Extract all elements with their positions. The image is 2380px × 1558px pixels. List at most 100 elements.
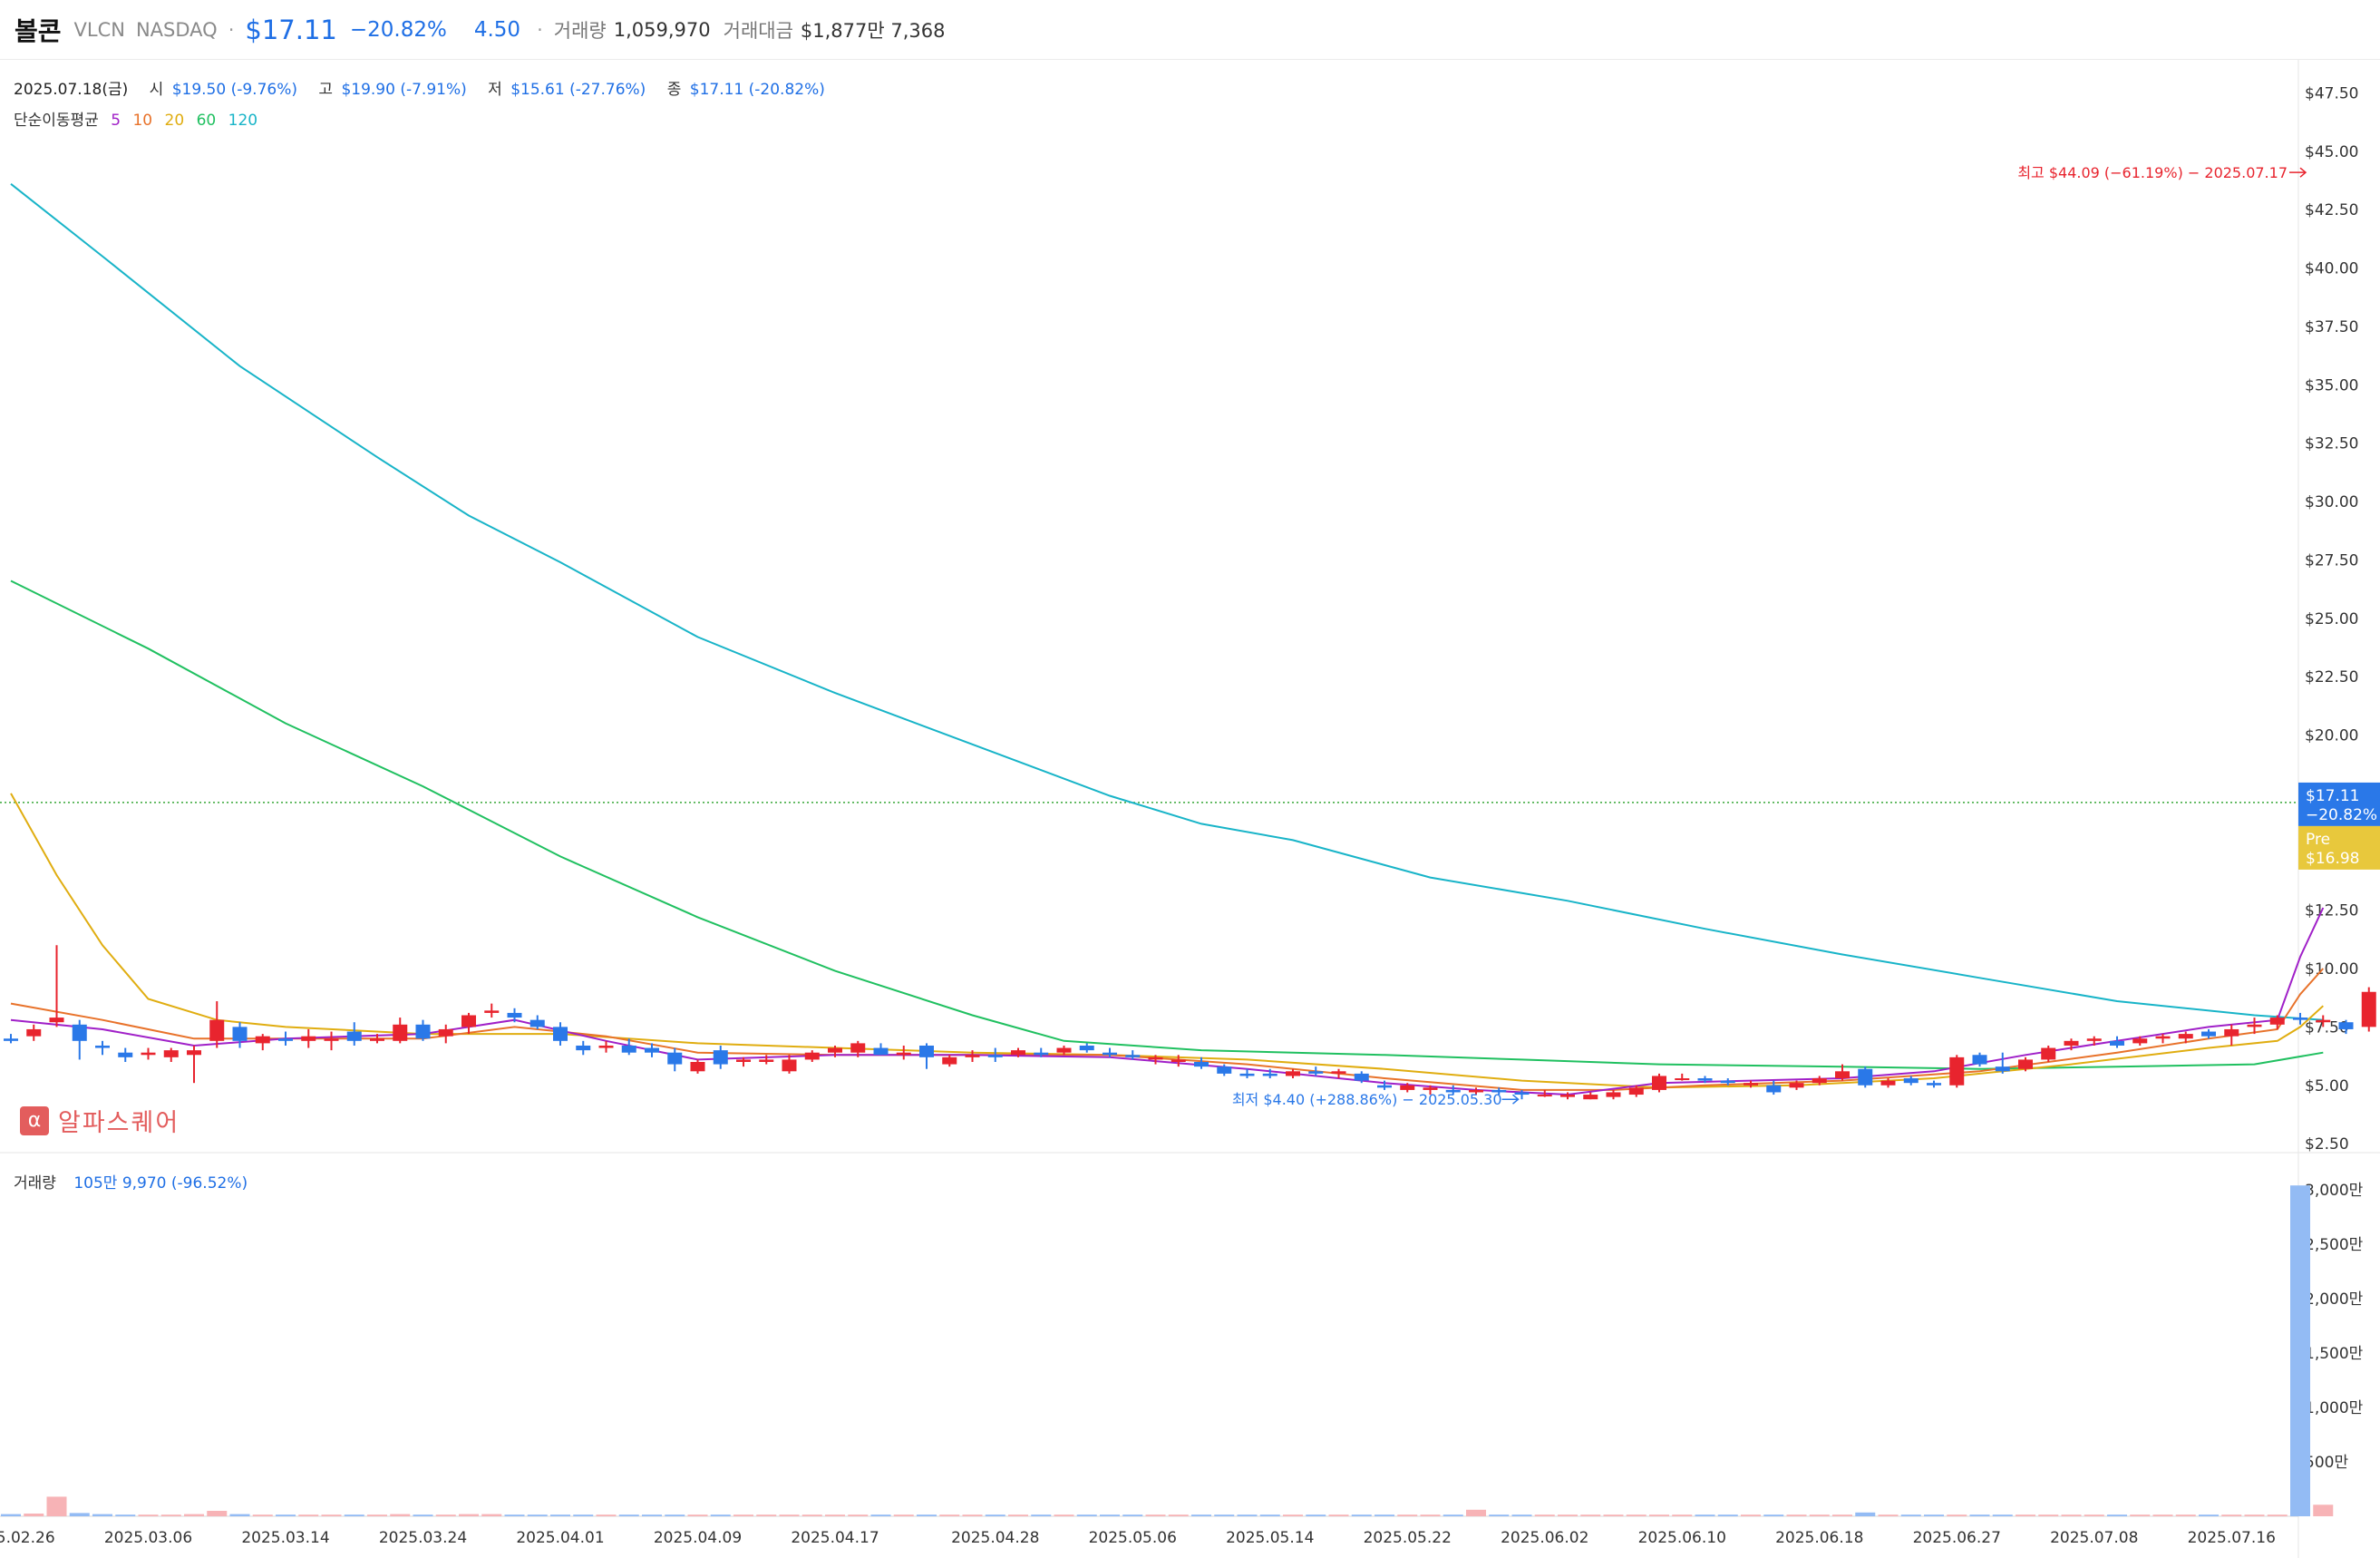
candle-body xyxy=(1217,1066,1232,1074)
alphasquare-logo: α 알파스퀘어 xyxy=(20,1103,180,1138)
candle xyxy=(1217,1064,1232,1076)
candle-body xyxy=(2247,1024,2262,1027)
candle xyxy=(141,1047,156,1060)
candle-body xyxy=(1606,1092,1621,1097)
close-label: 종 xyxy=(666,81,682,99)
volume-axis-label: 1,500만 xyxy=(2305,1345,2364,1363)
volume-bar xyxy=(825,1514,845,1516)
volume-bar xyxy=(596,1514,617,1516)
candle-body xyxy=(118,1052,133,1057)
date-axis-label: 2025.02.26 xyxy=(0,1529,55,1547)
candle xyxy=(1583,1092,1598,1100)
volume-bar xyxy=(2038,1514,2059,1516)
candle xyxy=(1034,1047,1049,1057)
date-axis-label: 2025.06.10 xyxy=(1638,1529,1726,1547)
candle-body xyxy=(529,1019,545,1027)
price-axis-label: $2.50 xyxy=(2305,1135,2349,1154)
candle-body xyxy=(1949,1057,1965,1086)
pre-market-label: Pre xyxy=(2306,831,2330,849)
volume-bar xyxy=(848,1514,869,1516)
candle xyxy=(1835,1064,1850,1081)
candle-body xyxy=(72,1024,87,1041)
candle-body xyxy=(804,1052,820,1060)
candle-body xyxy=(232,1027,248,1041)
candle xyxy=(1858,1066,1873,1088)
candle xyxy=(4,1034,18,1044)
date-axis-label: 2025.06.27 xyxy=(1913,1529,2001,1547)
ma-legend-5[interactable]: 5 xyxy=(111,112,121,130)
candle-body xyxy=(713,1050,728,1065)
candle-body xyxy=(2132,1038,2148,1044)
candle-body xyxy=(1995,1066,2010,1072)
candle xyxy=(2293,1012,2307,1025)
volume-bar xyxy=(1878,1514,1899,1516)
volume-bar xyxy=(298,1514,319,1516)
candle-body xyxy=(26,1028,42,1037)
candle xyxy=(209,1001,225,1048)
close-value: $17.11 (-20.82%) xyxy=(689,81,825,99)
volume-bar xyxy=(46,1496,67,1516)
volume-bar xyxy=(710,1514,731,1516)
volume-bar xyxy=(1168,1514,1189,1516)
volume-axis-label: 1,000만 xyxy=(2305,1399,2364,1417)
candle-body xyxy=(1331,1071,1346,1074)
high-value: $19.90 (-7.91%) xyxy=(341,81,467,99)
volume-bar xyxy=(1626,1514,1647,1516)
candle-body xyxy=(1766,1085,1782,1093)
candle-body xyxy=(1194,1062,1209,1067)
volume-axis-label: 3,000만 xyxy=(2305,1182,2364,1200)
candle-body xyxy=(163,1050,179,1057)
volume-bar xyxy=(69,1513,90,1516)
ma-legend-120[interactable]: 120 xyxy=(228,112,258,130)
volume-bar xyxy=(229,1514,250,1516)
candle-body xyxy=(828,1047,842,1053)
ma-legend[interactable]: 단순이동평균 5 10 20 60 120 xyxy=(14,107,265,130)
candle-body xyxy=(1011,1050,1025,1056)
ma-legend-10[interactable]: 10 xyxy=(132,112,153,130)
price-axis-label: $27.50 xyxy=(2305,551,2358,570)
candle-body xyxy=(1697,1078,1713,1081)
candle xyxy=(942,1055,957,1067)
volume-bar xyxy=(1306,1514,1326,1516)
candle-body xyxy=(1079,1045,1094,1051)
date-axis-label: 2025.04.17 xyxy=(791,1529,879,1547)
candle xyxy=(2132,1036,2148,1046)
candle xyxy=(301,1028,316,1048)
volume-bar xyxy=(1122,1514,1143,1516)
candle xyxy=(2086,1036,2102,1046)
candle xyxy=(2269,1015,2285,1029)
volume-bar xyxy=(917,1514,937,1516)
volume-bar xyxy=(115,1514,136,1516)
date-axis-label: 2025.05.06 xyxy=(1089,1529,1177,1547)
candle xyxy=(2224,1024,2239,1046)
candle-body xyxy=(2155,1036,2171,1039)
low-annotation: 최저 $4.40 (+288.86%) − 2025.05.30 xyxy=(1232,1091,1502,1108)
volume-bar xyxy=(1763,1514,1784,1516)
candle xyxy=(1972,1052,1987,1067)
candle-body xyxy=(598,1045,614,1048)
price-axis-label: $45.00 xyxy=(2305,143,2358,161)
volume-value: 1,059,970 xyxy=(613,18,711,41)
candle-body xyxy=(1927,1083,1941,1086)
volume-bar xyxy=(1649,1514,1669,1516)
separator-dot: · xyxy=(228,18,235,41)
volume-bar xyxy=(2199,1514,2219,1516)
volume-bar xyxy=(618,1514,639,1516)
volume-bar xyxy=(1237,1514,1258,1516)
candle-body xyxy=(49,1018,64,1023)
candle-body xyxy=(1720,1080,1735,1084)
candle xyxy=(1995,1052,2010,1074)
volume-bar xyxy=(1511,1514,1532,1516)
candle-body xyxy=(1308,1071,1324,1074)
volume-bar xyxy=(252,1514,273,1516)
candle-body xyxy=(324,1038,339,1041)
candle xyxy=(1514,1089,1530,1100)
volume-bar xyxy=(2130,1514,2151,1516)
candle xyxy=(1423,1085,1438,1095)
ma-legend-20[interactable]: 20 xyxy=(164,112,185,130)
candle xyxy=(324,1031,339,1051)
price-axis-label: $20.00 xyxy=(2305,727,2358,745)
candle xyxy=(1766,1080,1782,1095)
ma-legend-60[interactable]: 60 xyxy=(196,112,217,130)
